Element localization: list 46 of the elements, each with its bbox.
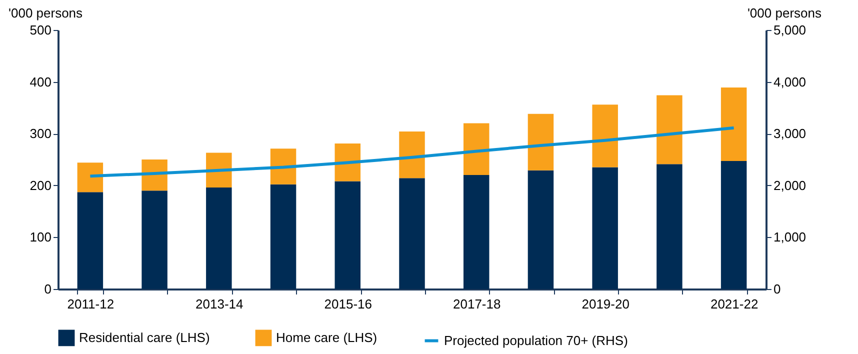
x-tick-label: 2011-12 (67, 296, 114, 312)
legend-label: Projected population 70+ (RHS) (444, 332, 628, 348)
legend-label: Residential care (LHS) (79, 330, 210, 345)
y2-tick-label: 2,000 (774, 178, 806, 193)
bar (334, 181, 361, 289)
bar (77, 192, 104, 289)
bar (528, 114, 554, 170)
bar (399, 132, 425, 178)
y2-tick-label: 4,000 (774, 74, 806, 90)
y-tick-label: 300 (30, 126, 52, 142)
bar (142, 160, 168, 191)
y-tick-label: 0 (44, 282, 52, 296)
bar (463, 123, 490, 176)
bar (142, 190, 168, 289)
bar (206, 152, 232, 188)
bar (334, 143, 361, 182)
bar (399, 178, 425, 289)
bar (656, 164, 682, 289)
line-series (88, 126, 736, 178)
x-tick-label: 2019-20 (582, 296, 630, 312)
x-tick-label: 2013-14 (196, 296, 244, 312)
bar (77, 162, 104, 192)
y2-tick-label: 0 (774, 282, 781, 296)
bar (270, 148, 296, 184)
x-tick-label: 2015-16 (324, 296, 372, 312)
y2-tick-label: 1,000 (774, 230, 806, 245)
bar (720, 161, 747, 289)
x-tick-label: 2017-18 (453, 296, 501, 312)
bar (656, 95, 682, 164)
y-axis-title: '000 persons (8, 6, 84, 20)
y2-tick-label: 5,000 (774, 22, 806, 38)
y2-axis-title: '000 persons (747, 6, 822, 20)
y-tick-label: 200 (30, 178, 52, 193)
bar (720, 88, 747, 162)
bar (528, 170, 554, 289)
bar (592, 104, 618, 168)
bar (463, 175, 490, 289)
bar (270, 184, 296, 289)
legend-label: Home care (LHS) (276, 330, 378, 345)
y-tick-label: 400 (30, 74, 52, 90)
y-tick-label: 500 (30, 22, 52, 38)
bar (592, 167, 618, 289)
y-tick-label: 100 (30, 230, 52, 245)
x-tick-label: 2021-22 (710, 296, 758, 312)
bar (206, 187, 232, 289)
y2-tick-label: 3,000 (774, 126, 806, 142)
